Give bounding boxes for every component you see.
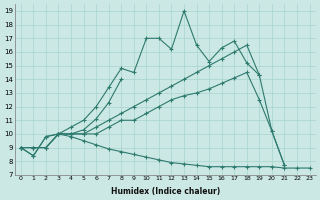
- X-axis label: Humidex (Indice chaleur): Humidex (Indice chaleur): [111, 187, 220, 196]
